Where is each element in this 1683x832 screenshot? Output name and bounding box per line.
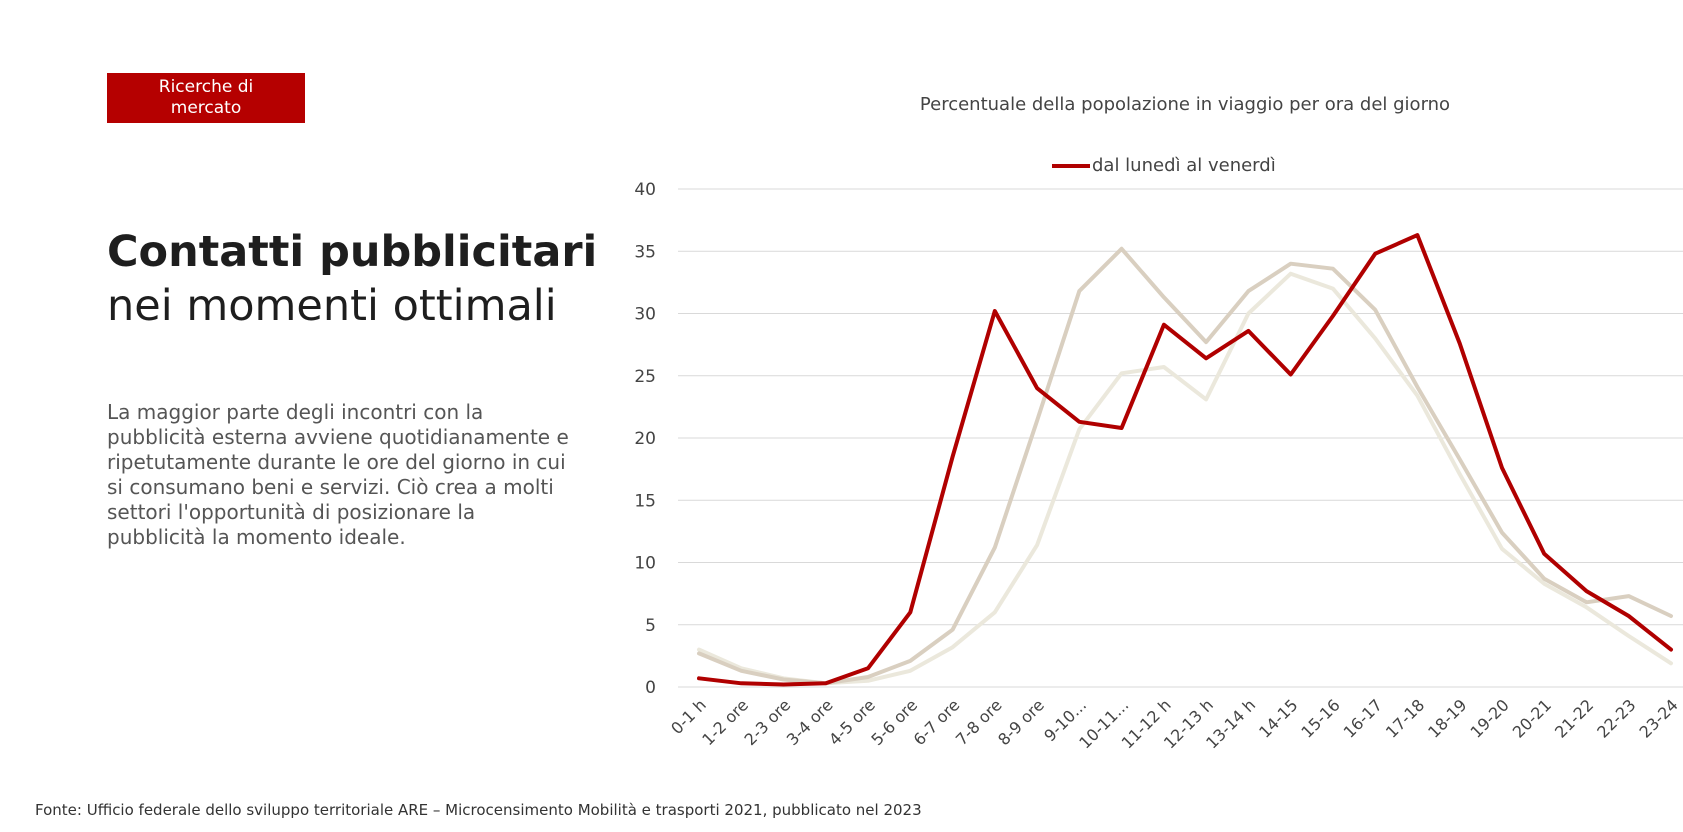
x-tick-label: 19-20	[1466, 695, 1512, 741]
y-axis: 0 5 10 15 20 25 30 35 40	[634, 180, 656, 698]
x-tick-label: 8-9 ore	[994, 695, 1048, 749]
x-tick-label: 16-17	[1340, 695, 1386, 741]
y-tick-label: 0	[645, 678, 656, 698]
chart-series	[697, 233, 1673, 687]
page-title: Contatti pubblicitari nei momenti ottima…	[107, 225, 607, 333]
x-tick-label: 22-23	[1593, 695, 1639, 741]
x-tick-label: 4-5 ore	[825, 695, 879, 749]
chart-title: Percentuale della popolazione in viaggio…	[920, 94, 1450, 115]
x-tick-label: 20-21	[1509, 695, 1555, 741]
description-paragraph: La maggior parte degli incontri con la p…	[107, 400, 569, 549]
category-badge: Ricerche di mercato	[107, 73, 305, 123]
y-tick-label: 25	[634, 367, 656, 387]
x-tick-label: 14-15	[1255, 695, 1301, 741]
chart-grid	[678, 188, 1683, 688]
x-tick-label: 17-18	[1382, 695, 1428, 741]
y-tick-label: 5	[645, 616, 656, 636]
page-title-light: nei momenti ottimali	[107, 281, 557, 331]
chart-legend: dal lunedì al venerdì	[1052, 155, 1276, 176]
y-tick-label: 15	[634, 491, 656, 511]
y-tick-label: 10	[634, 554, 656, 574]
series-line-1	[697, 233, 1673, 687]
page-title-bold: Contatti pubblicitari	[107, 227, 598, 277]
y-tick-label: 20	[634, 429, 656, 449]
x-tick-label: 23-24	[1636, 695, 1682, 741]
x-tick-label: 5-6 ore	[867, 695, 921, 749]
x-tick-label: 15-16	[1297, 695, 1343, 741]
x-tick-label: 21-22	[1551, 695, 1597, 741]
x-tick-label: 3-4 ore	[783, 695, 837, 749]
source-footer: Fonte: Ufficio federale dello sviluppo t…	[35, 801, 922, 819]
series-line-2	[697, 246, 1673, 686]
y-tick-label: 30	[634, 305, 656, 325]
category-badge-label: Ricerche di mercato	[158, 77, 254, 118]
y-tick-label: 35	[634, 242, 656, 262]
x-tick-label: 7-8 ore	[952, 695, 1006, 749]
x-tick-label: 6-7 ore	[910, 695, 964, 749]
x-tick-label: 2-3 ore	[741, 695, 795, 749]
x-tick-label: 1-2 ore	[698, 695, 752, 749]
series-line-3	[697, 271, 1673, 686]
x-tick-label: 18-19	[1424, 695, 1470, 741]
y-tick-label: 40	[634, 180, 656, 200]
legend-label: dal lunedì al venerdì	[1092, 155, 1276, 176]
